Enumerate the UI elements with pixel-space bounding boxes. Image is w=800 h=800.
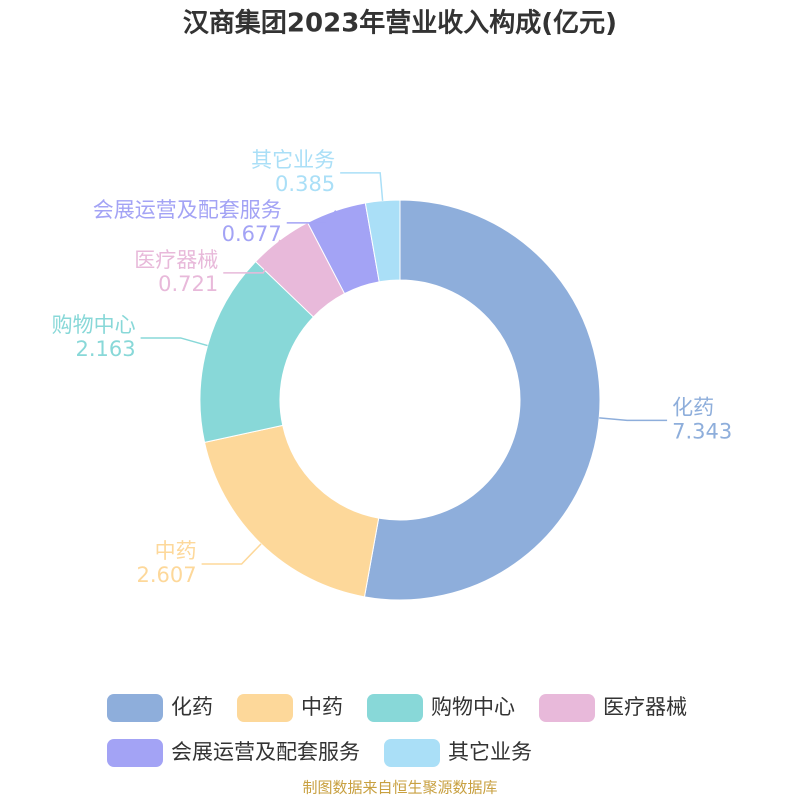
donut-slice bbox=[203, 424, 380, 598]
legend-label: 会展运营及配套服务 bbox=[171, 740, 360, 764]
leader-line bbox=[223, 239, 281, 274]
slice-label: 其它业务 bbox=[251, 148, 335, 172]
legend-label: 医疗器械 bbox=[603, 695, 687, 719]
slice-value: 0.385 bbox=[275, 172, 335, 196]
leader-line bbox=[340, 172, 384, 201]
legend-swatch bbox=[367, 694, 423, 722]
chart-title: 汉商集团2023年营业收入构成(亿元) bbox=[183, 8, 617, 39]
legend-swatch bbox=[107, 694, 163, 722]
slice-value: 2.607 bbox=[136, 563, 196, 587]
slice-value: 7.343 bbox=[672, 419, 732, 443]
leader-line bbox=[140, 337, 208, 347]
slice-value: 0.677 bbox=[222, 222, 282, 246]
slice-label: 中药 bbox=[155, 539, 197, 563]
slice-label: 医疗器械 bbox=[134, 248, 218, 272]
slice-value: 0.721 bbox=[158, 272, 218, 296]
legend-swatch bbox=[539, 694, 595, 722]
legend-swatch bbox=[237, 694, 293, 722]
slice-value: 2.163 bbox=[75, 337, 135, 361]
legend-swatch bbox=[107, 739, 163, 767]
leader-line bbox=[286, 210, 337, 224]
legend-label: 化药 bbox=[171, 695, 213, 719]
donut-slice bbox=[363, 199, 601, 601]
slice-label: 化药 bbox=[672, 395, 714, 419]
legend-label: 其它业务 bbox=[448, 740, 532, 764]
legend-label: 购物中心 bbox=[431, 695, 515, 719]
leader-line bbox=[599, 417, 668, 422]
slice-label: 会展运营及配套服务 bbox=[93, 198, 282, 222]
donut-slice bbox=[364, 199, 401, 283]
legend-label: 中药 bbox=[301, 695, 343, 719]
leader-line bbox=[201, 543, 262, 565]
legend-swatch bbox=[384, 739, 440, 767]
source-note: 制图数据来自恒生聚源数据库 bbox=[302, 779, 497, 797]
slice-label: 购物中心 bbox=[52, 313, 136, 337]
